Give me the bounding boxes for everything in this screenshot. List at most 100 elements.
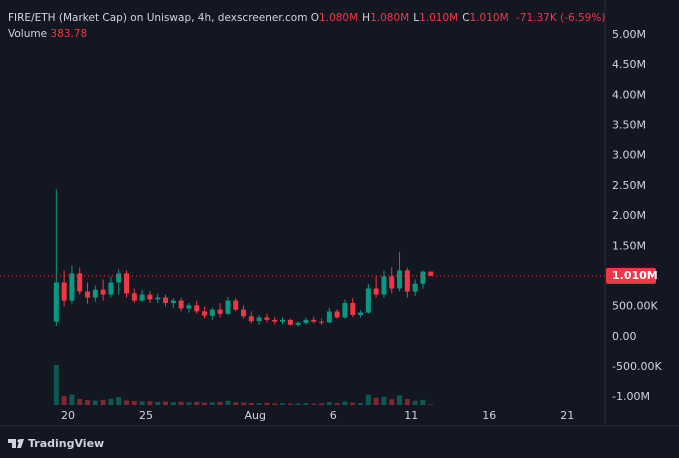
volume-bar <box>69 394 75 405</box>
candle-body <box>116 273 122 283</box>
candle-body <box>100 289 106 295</box>
ohlc-key: L <box>413 12 420 24</box>
candle-body <box>350 302 356 316</box>
candle-body <box>412 283 418 292</box>
volume-bar <box>163 401 169 405</box>
volume-bar <box>108 398 114 405</box>
candle-body <box>209 309 215 316</box>
candle-body <box>131 293 137 301</box>
candle-body <box>373 288 379 295</box>
y-tick-label: 2.50M <box>612 179 646 192</box>
candle-body <box>186 305 192 309</box>
volume-bar <box>428 404 434 405</box>
volume-value: 383.78 <box>50 28 88 40</box>
x-tick-label: 16 <box>482 409 496 422</box>
volume-bar <box>225 400 231 405</box>
candle-body <box>264 317 270 320</box>
candle-body <box>108 282 114 295</box>
volume-bar <box>365 394 371 405</box>
ohlc-value: 1.080M <box>319 12 359 24</box>
candle-body <box>241 309 247 317</box>
candle-body <box>147 294 153 300</box>
volume-bar <box>217 402 223 405</box>
volume-bar <box>139 401 145 405</box>
candle-body <box>295 322 301 325</box>
candle-body <box>365 288 371 313</box>
candle-body <box>397 270 403 289</box>
volume-bar <box>326 402 332 405</box>
last-price-label: 1.010M <box>612 269 658 282</box>
candle-body <box>272 319 278 322</box>
volume-bar <box>61 396 67 405</box>
volume-bar <box>186 402 192 405</box>
ohlc-key: C <box>462 12 470 24</box>
volume-bar <box>272 403 278 405</box>
volume-bar <box>412 400 418 405</box>
volume-bar <box>100 399 106 405</box>
candle-body <box>202 311 208 316</box>
y-tick-label: 3.00M <box>612 149 646 162</box>
candle-body <box>178 300 184 309</box>
volume-label: Volume <box>8 28 48 40</box>
volume-bar <box>303 403 309 405</box>
candle-body <box>217 309 223 314</box>
x-tick-label: 25 <box>139 409 153 422</box>
volume-line: Volume 383.78 <box>8 28 87 40</box>
chart-title: FIRE/ETH (Market Cap) on Uniswap, 4h, de… <box>8 12 308 24</box>
volume-bar <box>280 403 286 405</box>
candle-body <box>53 282 59 322</box>
candle-body <box>358 312 364 316</box>
volume-bar <box>116 397 122 405</box>
x-tick-label: 21 <box>560 409 574 422</box>
candle-body <box>155 297 161 300</box>
volume-bar <box>248 403 254 405</box>
y-tick-label: 0.00 <box>612 330 637 343</box>
ohlc-value: 1.080M <box>370 12 410 24</box>
volume-bar <box>124 400 130 405</box>
candle-body <box>280 319 286 322</box>
y-tick-label: 2.00M <box>612 209 646 222</box>
volume-bar <box>373 397 379 405</box>
volume-bar <box>420 399 426 405</box>
candle-body <box>334 311 340 318</box>
y-tick-label: 4.00M <box>612 88 646 101</box>
volume-bar <box>404 399 410 405</box>
brand: TradingView <box>28 437 104 450</box>
volume-bar <box>241 402 247 405</box>
y-tick-label: 500.00K <box>612 300 658 313</box>
volume-bar <box>295 403 301 405</box>
candle-body <box>287 319 293 325</box>
volume-bar <box>358 403 364 405</box>
last-price-badge <box>606 267 656 284</box>
candle-body <box>389 276 395 289</box>
y-tick-label: 4.50M <box>612 58 646 71</box>
candle-body <box>77 273 83 292</box>
change: -71.37K (-6.59%) <box>516 12 606 24</box>
candle-body <box>248 316 254 322</box>
volume-bar <box>53 365 59 405</box>
x-tick-label: 20 <box>61 409 75 422</box>
volume-bar <box>178 401 184 405</box>
ohlc-value: 1.010M <box>469 12 509 24</box>
y-tick-label: 1.50M <box>612 239 646 252</box>
candle-body <box>170 300 176 303</box>
x-tick-label: 11 <box>404 409 418 422</box>
volume-bar <box>92 400 98 405</box>
volume-bar <box>233 402 239 405</box>
candle-body <box>139 294 145 301</box>
y-tick-label: 3.50M <box>612 119 646 132</box>
volume-bar <box>85 400 91 405</box>
volume-bar <box>389 399 395 405</box>
header-line: FIRE/ETH (Market Cap) on Uniswap, 4h, de… <box>8 12 605 24</box>
volume-bar <box>319 403 325 405</box>
tradingview-logo <box>8 439 24 448</box>
candle-body <box>420 271 426 284</box>
volume-bar <box>342 401 348 405</box>
candle-body <box>319 321 325 323</box>
x-tick-label: Aug <box>244 409 265 422</box>
volume-bar <box>287 403 293 405</box>
candle-body <box>163 297 169 303</box>
volume-bar <box>350 402 356 405</box>
